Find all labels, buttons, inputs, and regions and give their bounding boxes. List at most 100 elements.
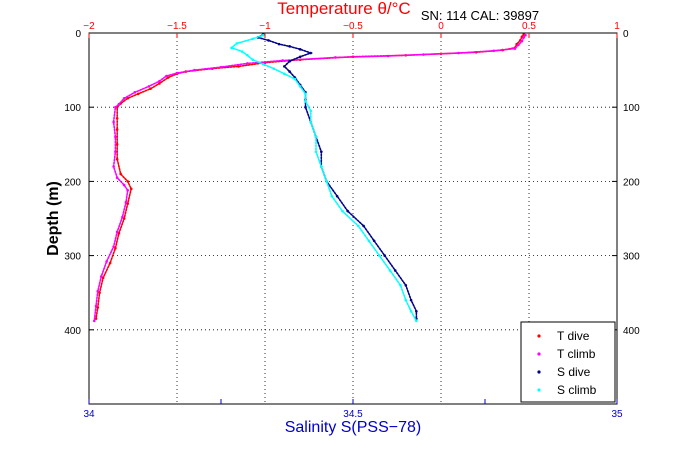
data-point: [298, 85, 302, 88]
data-point: [122, 217, 126, 220]
data-point: [136, 92, 140, 96]
data-point: [261, 62, 265, 66]
data-point: [409, 298, 413, 302]
data-point: [288, 59, 291, 63]
data-point: [115, 157, 119, 161]
data-point: [383, 254, 386, 257]
data-point: [399, 283, 402, 287]
depth-tick-label-left: 0: [75, 29, 81, 40]
data-point: [147, 85, 151, 88]
temperature-tick-label: 1: [614, 21, 620, 32]
depth-tick-label-left: 100: [64, 103, 81, 114]
data-point: [96, 306, 100, 309]
data-point: [129, 187, 133, 191]
data-point: [117, 102, 121, 106]
data-point: [126, 180, 130, 183]
data-point: [108, 261, 112, 265]
data-point: [117, 232, 121, 235]
data-point: [288, 45, 291, 48]
data-point: [309, 51, 313, 55]
data-point: [404, 283, 408, 287]
data-point: [293, 77, 297, 81]
data-point: [298, 55, 302, 59]
data-point: [320, 150, 323, 154]
legend-marker: [537, 388, 541, 392]
data-point: [133, 91, 137, 94]
data-point: [219, 65, 223, 69]
data-point: [126, 202, 130, 205]
data-point: [115, 230, 119, 234]
data-point: [457, 51, 460, 55]
data-point: [121, 215, 124, 219]
legend: T dive T climb S dive S climb: [520, 321, 616, 403]
data-point: [409, 309, 413, 313]
data-point: [304, 92, 307, 96]
data-point: [101, 276, 105, 280]
data-point: [122, 96, 126, 100]
salinity-axis-title: Salinity S(PSS−78): [285, 419, 422, 436]
data-point: [115, 128, 119, 131]
depth-tick-label-left: 400: [64, 326, 81, 337]
temperature-tick-label: −2: [83, 21, 95, 32]
legend-label: T dive: [557, 329, 590, 343]
data-point: [149, 87, 152, 90]
legend-label: T climb: [557, 347, 596, 361]
data-point: [524, 33, 527, 37]
temperature-tick-label: −1: [259, 21, 271, 32]
data-point: [304, 99, 307, 103]
data-point: [314, 150, 318, 154]
depth-tick-label-left: 300: [64, 252, 81, 263]
legend-items: T dive T climb S dive S climb: [537, 329, 597, 397]
legend-box: [520, 321, 616, 403]
data-point: [372, 239, 376, 243]
data-point: [98, 291, 101, 295]
data-point: [388, 269, 392, 272]
data-point: [246, 53, 249, 57]
data-point: [281, 59, 284, 62]
data-point: [320, 165, 323, 168]
series-s-climb: [230, 33, 418, 323]
data-point: [492, 49, 496, 53]
data-point: [267, 39, 270, 42]
data-point: [237, 65, 240, 68]
series-trace: [93, 34, 527, 322]
series-trace: [95, 33, 525, 320]
data-point: [235, 42, 239, 45]
data-point: [114, 150, 117, 154]
data-point: [415, 309, 418, 313]
data-point: [193, 68, 196, 72]
series-trace: [230, 34, 418, 322]
data-point: [517, 43, 520, 47]
data-point: [115, 143, 119, 146]
salinity-tick-label: 34: [83, 409, 95, 420]
depth-tick-label-right: 200: [623, 177, 640, 188]
data-point: [309, 120, 313, 124]
data-point: [114, 246, 117, 250]
data-point: [386, 54, 390, 58]
data-point: [251, 58, 254, 62]
legend-marker: [537, 334, 541, 338]
depth-tick-label-right: 0: [623, 29, 629, 40]
data-point: [115, 117, 119, 120]
data-point: [288, 70, 291, 73]
data-point: [166, 76, 170, 79]
data-point: [520, 39, 524, 43]
data-point: [325, 180, 328, 183]
data-point: [304, 105, 307, 109]
data-point: [122, 183, 126, 187]
data-point: [112, 165, 115, 168]
data-point: [277, 42, 281, 46]
data-point: [272, 67, 276, 70]
instrument-calibration-label: SN: 114 CAL: 39897: [421, 8, 539, 23]
depth-axis-title: Depth (m): [45, 181, 62, 256]
data-point: [230, 46, 233, 50]
legend-marker: [537, 352, 541, 356]
temperature-tick-label: 0.5: [522, 21, 536, 32]
depth-tick-label-right: 300: [623, 252, 640, 263]
data-point: [175, 71, 179, 75]
data-point: [404, 298, 408, 302]
data-point: [119, 172, 122, 176]
data-point: [341, 209, 344, 213]
data-point: [283, 72, 286, 76]
